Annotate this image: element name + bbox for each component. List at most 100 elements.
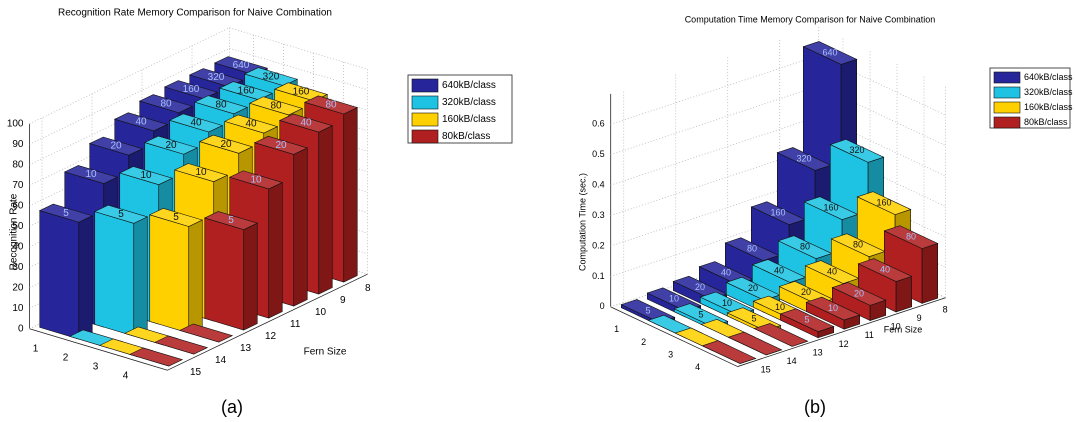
grid-line — [610, 237, 819, 308]
bar-side — [188, 219, 203, 334]
y-tick-label: 0.6 — [592, 119, 605, 129]
bar-top — [198, 134, 254, 154]
bar-top — [168, 113, 224, 133]
series-tick-label: 1 — [33, 343, 39, 354]
bar — [38, 203, 94, 340]
bar-side — [895, 275, 913, 313]
y-tick-label: 50 — [12, 221, 24, 232]
x-tick-label: 10 — [891, 322, 901, 332]
bar-top — [829, 139, 885, 163]
bar-top — [831, 282, 887, 306]
bar-label: 320 — [263, 71, 280, 82]
legend-label: 160kB/class — [1024, 102, 1073, 112]
bar-label: 10 — [669, 294, 679, 304]
bar — [178, 323, 234, 343]
y-tick-label: 0.3 — [592, 210, 605, 220]
bar-side — [343, 107, 358, 283]
bar-label: 40 — [245, 119, 257, 130]
bar — [753, 323, 809, 347]
series-tick-label: 4 — [123, 370, 129, 381]
bar-top — [63, 165, 119, 184]
series-axis-line — [610, 306, 738, 367]
x-tick-label: 12 — [839, 339, 849, 349]
bar-label: 10 — [775, 302, 785, 312]
x-tick-label: 12 — [265, 331, 277, 342]
grid-line — [610, 146, 819, 216]
bar-label: 5 — [63, 208, 69, 219]
bar-top — [218, 81, 274, 101]
bar-label: 40 — [880, 264, 890, 274]
legend-swatch — [411, 112, 439, 127]
legend-swatch — [411, 95, 439, 110]
bar — [857, 258, 913, 313]
bar-label: 80 — [160, 98, 172, 109]
bar-top — [727, 331, 783, 356]
y-tick-label: 0.2 — [592, 240, 605, 250]
bar-label: 20 — [854, 288, 864, 298]
bar-top — [701, 340, 757, 364]
bar-top — [303, 95, 359, 115]
bar-label: 80 — [325, 100, 337, 111]
bar-label: 80 — [906, 232, 916, 242]
bar-top — [248, 96, 304, 116]
bar-label: 5 — [118, 209, 124, 220]
bar — [727, 331, 783, 356]
y-tick-label: 0.4 — [592, 180, 605, 190]
bar-label: 160 — [823, 203, 838, 213]
bar-top — [118, 166, 174, 186]
grid-line — [29, 109, 230, 207]
bar-side — [921, 243, 939, 304]
grid-line — [29, 47, 230, 145]
series-tick-label: 2 — [63, 352, 69, 363]
grid-line — [229, 27, 368, 70]
bar-label: 5 — [645, 305, 650, 315]
legend-label: 640kB/class — [442, 80, 496, 91]
bar-top — [88, 136, 144, 156]
bar — [128, 347, 184, 367]
bar-label: 320 — [796, 153, 811, 163]
x-tick-label: 15 — [761, 365, 771, 375]
bar-top — [38, 203, 94, 223]
bar-label: 160 — [293, 86, 310, 97]
bar-top — [223, 114, 279, 134]
y-tick-label: 0.5 — [592, 149, 605, 159]
bar-label: 160 — [183, 84, 200, 95]
grid-line — [610, 207, 819, 277]
bar — [153, 335, 209, 355]
legend-swatch — [993, 116, 1021, 129]
bar-label: 10 — [828, 303, 838, 313]
grid-line — [610, 55, 819, 125]
fern-axis-line — [737, 297, 946, 367]
bar-side — [318, 125, 333, 295]
bar-label: 5 — [751, 314, 756, 324]
x-tick-label: 8 — [943, 304, 948, 314]
bar-label: 5 — [698, 309, 703, 319]
grid-line — [610, 115, 819, 186]
bar-side — [78, 215, 93, 340]
bar-front — [94, 211, 135, 337]
bar-top — [173, 163, 229, 183]
bar-label: 5 — [228, 215, 234, 226]
bar — [805, 296, 861, 330]
bar-label: 10 — [722, 298, 732, 308]
y-tick-label: 0.1 — [592, 271, 605, 281]
y-tick-label: 80 — [12, 159, 24, 170]
bar-label: 20 — [695, 282, 705, 292]
legend-label: 160kB/class — [442, 114, 496, 125]
bar-top — [138, 94, 194, 114]
legend-label: 320kB/class — [1024, 87, 1073, 97]
bar-label: 5 — [804, 315, 809, 325]
y-tick-label: 0 — [600, 301, 605, 311]
bar-label: 80 — [270, 100, 282, 111]
bar — [779, 308, 835, 339]
bar-label: 10 — [250, 174, 262, 185]
bar-label: 160 — [876, 198, 891, 208]
series-tick-label: 3 — [93, 361, 99, 372]
y-tick-label: 10 — [12, 303, 24, 314]
bar-top — [228, 170, 284, 190]
grid-line — [610, 85, 819, 156]
y-tick-label: 90 — [12, 139, 24, 150]
